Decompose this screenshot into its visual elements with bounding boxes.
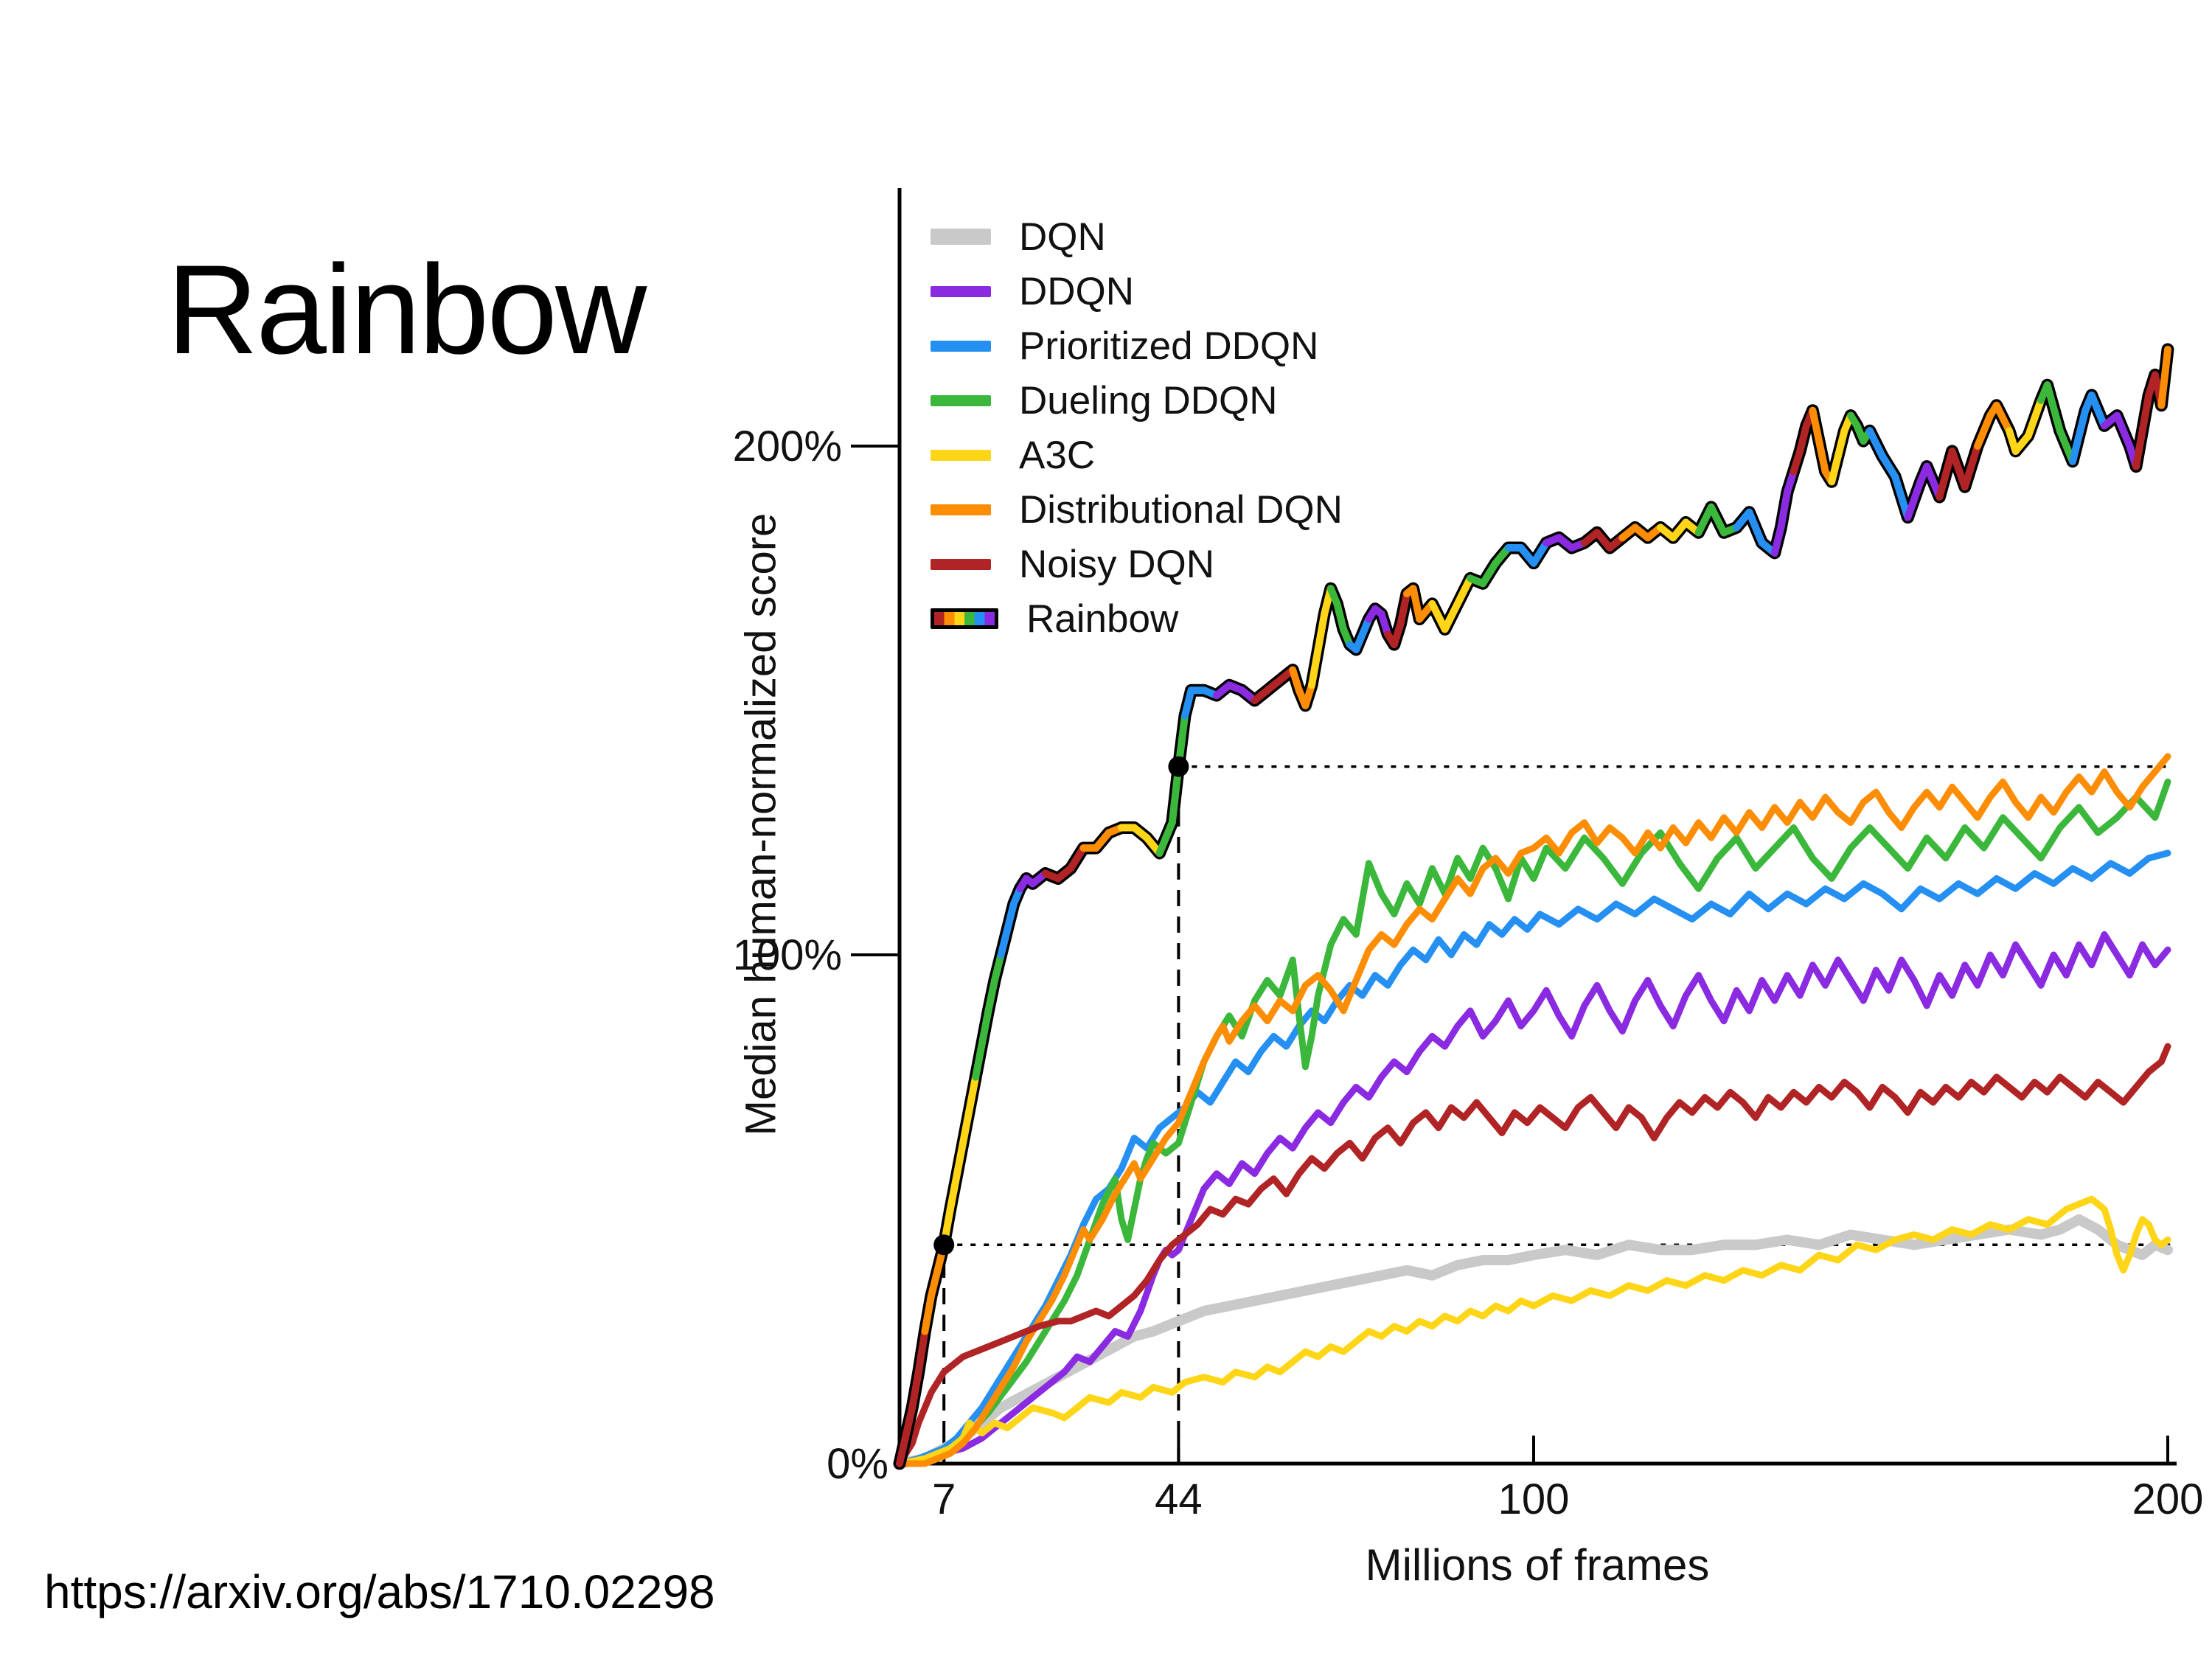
legend-color-swatch [931,340,991,352]
chart-legend: DQN DDQN Prioritized DDQN Dueling DDQN A3C Di… [931,209,1343,646]
series-line-dqn [894,1214,2173,1469]
x-tick-label: 200 [2132,1475,2204,1523]
series-rainbow-segment [928,1266,942,1300]
series-line-prioritized-ddqn [896,849,2171,1467]
series-line-ddqn [896,931,2171,1467]
legend-color-swatch [931,229,991,245]
series-rainbow-segment [1745,508,1766,547]
legend-item-dueling-ddqn: Dueling DDQN [931,373,1343,428]
series-rainbow-segment [1865,427,1886,460]
series-rainbow-segment [1694,503,1715,537]
series-rainbow-segment [1828,452,1842,486]
series-rainbow-segment [1809,406,1823,445]
legend-label: DDQN [1019,269,1135,313]
series-rainbow-segment [908,1368,922,1412]
y-tick-label: 0% [827,1440,888,1488]
legend-label: A3C [1019,433,1096,477]
series-rainbow-segment [921,1292,935,1335]
series-rainbow-segment [1441,599,1461,633]
series-rainbow-segment [946,1139,967,1213]
series-rainbow-segment [972,1006,992,1081]
series-rainbow-segment [997,925,1012,959]
series-rainbow-segment [2024,396,2045,440]
series-rainbow-segment [2043,381,2064,435]
series-rainbow-segment [1181,686,1195,720]
x-tick-label: 100 [1498,1475,1570,1523]
legend-label: Prioritized DDQN [1019,324,1319,368]
series-rainbow-segment [2157,345,2171,409]
series-rainbow-segment [1935,447,1956,501]
y-tick-label: 200% [733,422,842,470]
series-line-dueling-ddqn [896,778,2171,1467]
series-rainbow-segment [1879,452,1899,481]
legend-item-noisy-dqn: Noisy DQN [931,537,1343,591]
y-axis-label: Median human-normalized score [737,512,785,1136]
series-rainbow-segment [896,1404,917,1467]
series-rainbow-segment [1796,422,1810,455]
series-rainbow-segment [1409,585,1424,623]
x-tick-label: 44 [1155,1475,1203,1523]
series-rainbow-segment [1707,503,1728,537]
legend-label: Noisy DQN [1019,542,1215,586]
legend-item-a3c: A3C [931,428,1343,482]
series-rainbow-segment [1067,844,1088,872]
series-rainbow-segment [1815,437,1829,476]
series-rainbow-segment [1333,599,1347,633]
x-tick-label: 7 [932,1475,956,1523]
legend-color-swatch [931,504,991,515]
series-rainbow-segment [1428,599,1449,633]
series-rainbow-segment [1834,427,1848,460]
series-rainbow-segment [2113,411,2134,450]
series-rainbow-segment [959,1073,980,1147]
series-rainbow-segment [914,1327,929,1376]
legend-color-swatch [931,394,991,406]
series-rainbow-segment [1948,447,1969,491]
series-rainbow-segment [2132,392,2153,470]
legend-item-distributional-dqn: Distributional DQN [931,482,1343,537]
legend-item-rainbow: Rainbow [931,591,1343,646]
milestone-dot [1168,756,1189,777]
series-rainbow-segment [1397,590,1411,628]
series-line-distributional-dqn [896,753,2171,1467]
legend-label: DQN [1019,215,1106,259]
legend-item-dqn: DQN [931,209,1343,264]
legend-item-prioritized-ddqn: Prioritized DDQN [931,319,1343,373]
series-rainbow-segment [1308,646,1322,689]
legend-color-swatch [931,285,991,297]
series-rainbow-segment [1155,818,1176,857]
series-rainbow-segment [1961,442,1981,491]
series-rainbow-segment [1777,488,1791,532]
series-line-noisy-dqn [896,1043,2171,1467]
series-rainbow-segment [991,951,1005,984]
series-rainbow-segment [1314,610,1329,653]
legend-color-swatch [931,449,991,461]
series-rainbow-segment [1770,524,1785,557]
series-line-a3c [896,1195,2171,1467]
series-rainbow-segment [1479,559,1500,588]
series-rainbow-segment [984,976,998,1015]
rainbow-multicolor-swatch [931,608,998,629]
source-url-link[interactable]: https://arxiv.org/abs/1710.02298 [44,1565,715,1618]
series-rainbow-segment [1453,574,1474,608]
series-rainbow-segment [2069,406,2090,465]
series-rainbow-segment [2087,392,2108,430]
y-tick-label: 100% [733,931,842,979]
legend-label: Rainbow [1026,597,1179,641]
legend-item-ddqn: DDQN [931,264,1343,319]
legend-label: Dueling DDQN [1019,378,1278,422]
legend-color-swatch [931,558,991,570]
series-rainbow-segment [1992,401,2013,435]
x-axis-label: Millions of frames [1365,1540,1710,1590]
legend-label: Distributional DQN [1019,487,1343,532]
series-rainbow-segment [1004,900,1018,933]
slide-title: Rainbow [167,239,647,381]
series-rainbow-segment [1904,478,1924,521]
milestone-dot [933,1234,955,1256]
series-rainbow-segment [1974,411,1994,450]
series-rainbow-segment [1530,539,1551,567]
series-rainbow-segment [1891,473,1912,521]
